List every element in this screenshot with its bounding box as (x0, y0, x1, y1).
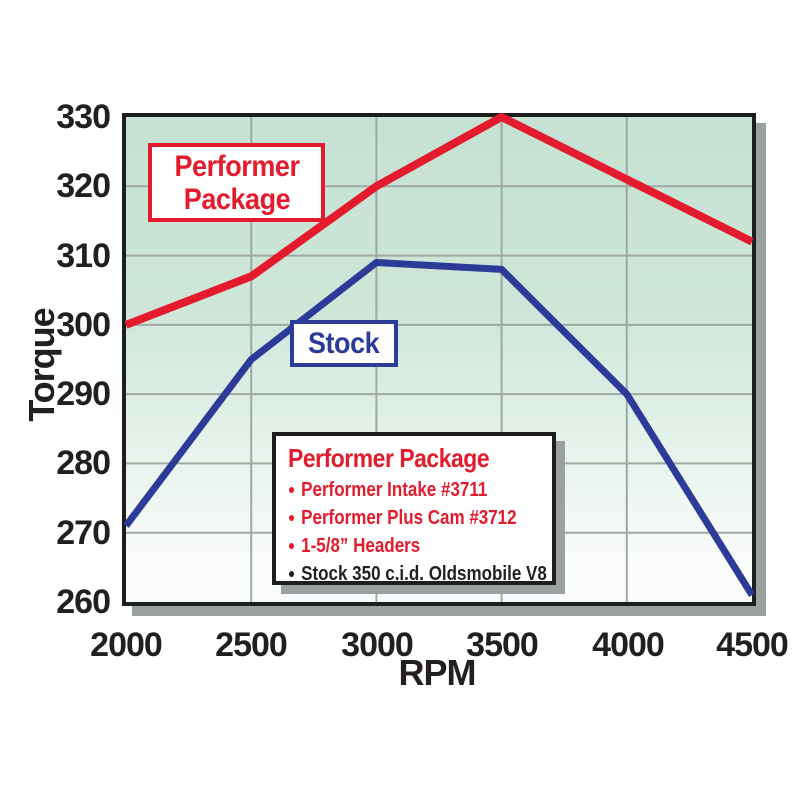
x-tick-label: 2500 (215, 626, 288, 664)
y-tick-label: 270 (56, 514, 111, 552)
legend-item-list: ● Performer Intake #3711 ● Performer Plus … (288, 476, 552, 581)
performer-package-callout: Performer Package (148, 143, 325, 222)
y-tick-label: 260 (56, 583, 111, 621)
legend-item-label: 1-5/8” Headers (301, 535, 421, 557)
y-tick-label: 330 (56, 98, 111, 136)
plot-area: Performer Package Stock Performer Packag… (122, 113, 756, 606)
legend-item-label: Performer Plus Cam #3712 (301, 507, 517, 529)
x-tick-label: 2000 (90, 626, 163, 664)
x-tick-label: 3000 (341, 626, 414, 664)
y-tick-label: 290 (56, 375, 111, 413)
bullet-icon: ● (288, 481, 296, 497)
legend-item-label: Stock 350 c.i.d. Oldsmobile V8 (301, 563, 547, 585)
torque-chart-svg (123, 113, 755, 602)
bullet-icon: ● (288, 509, 296, 525)
bullet-icon: ● (288, 537, 296, 553)
legend-item: ● 1-5/8” Headers (288, 532, 512, 560)
x-tick-label: 4500 (716, 626, 789, 664)
y-tick-label: 280 (56, 444, 111, 482)
x-tick-label: 4000 (592, 626, 665, 664)
performer-package-callout-label: Performer Package (173, 149, 300, 216)
x-tick-label: 3500 (466, 626, 539, 664)
y-tick-label: 320 (56, 167, 111, 205)
legend-box: Performer Package ● Performer Intake #371… (272, 432, 556, 585)
legend-item: ● Performer Intake #3711 (288, 476, 512, 504)
y-tick-label: 300 (56, 306, 111, 344)
x-axis-title: RPM (398, 652, 477, 693)
stock-callout-label: Stock (308, 327, 380, 360)
legend-item: ● Performer Plus Cam #3712 (288, 504, 517, 532)
bullet-icon: ● (288, 565, 296, 581)
legend-title: Performer Package (288, 443, 490, 473)
stock-callout: Stock (290, 320, 398, 367)
legend-item-label: Performer Intake #3711 (301, 479, 488, 501)
legend-item: ● Stock 350 c.i.d. Oldsmobile V8 (288, 560, 547, 581)
y-tick-label: 310 (56, 237, 111, 275)
